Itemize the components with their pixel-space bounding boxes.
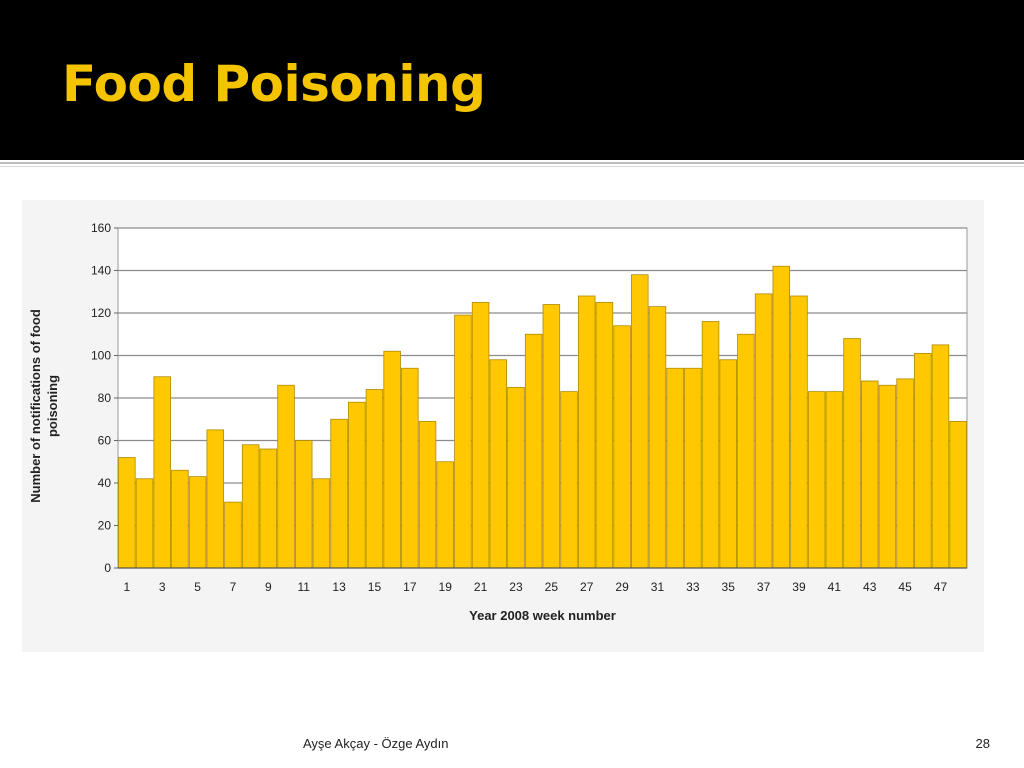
x-tick-label: 37 xyxy=(757,580,771,594)
x-tick-label: 9 xyxy=(265,580,272,594)
bar xyxy=(631,274,649,569)
y-tick-label: 120 xyxy=(91,306,111,320)
bar xyxy=(666,367,684,569)
bar xyxy=(949,420,967,569)
x-tick-label: 11 xyxy=(297,580,310,594)
y-tick-label: 40 xyxy=(98,476,112,490)
x-tick-label: 13 xyxy=(332,580,346,594)
bar xyxy=(153,376,171,569)
bar xyxy=(135,478,154,569)
bar xyxy=(330,418,348,569)
page-number: 28 xyxy=(975,736,990,751)
y-tick-label: 160 xyxy=(91,221,111,235)
bar xyxy=(436,461,454,569)
bar xyxy=(241,444,260,569)
slide-header: Food Poisoning xyxy=(0,0,1024,160)
bar xyxy=(684,367,702,569)
bar xyxy=(648,306,667,569)
header-divider xyxy=(0,162,1024,164)
bar xyxy=(754,293,773,569)
bar xyxy=(595,301,614,569)
x-axis-title: Year 2008 week number xyxy=(469,608,616,623)
bar xyxy=(224,501,242,569)
bar xyxy=(418,420,437,569)
bar xyxy=(790,295,808,569)
x-tick-label: 3 xyxy=(159,580,166,594)
bar xyxy=(383,350,401,569)
bar xyxy=(312,478,331,569)
bar xyxy=(931,344,950,569)
bar xyxy=(188,476,207,569)
bar xyxy=(843,338,861,569)
bar xyxy=(807,391,826,569)
header-divider-thin xyxy=(0,166,1024,167)
bar xyxy=(401,367,419,569)
x-tick-label: 29 xyxy=(615,580,629,594)
chart-panel: 0 20 40 60 80 100 120 140 160 1 3 5 7 9 11 13 15 17 19 21 23… xyxy=(22,200,984,652)
y-tick-label: 100 xyxy=(91,349,111,363)
bar xyxy=(507,386,525,569)
x-tick-label: 1 xyxy=(124,580,131,594)
bar xyxy=(737,333,755,569)
x-tick-label: 21 xyxy=(474,580,488,594)
slide-title: Food Poisoning xyxy=(62,55,486,113)
bar xyxy=(524,333,543,569)
bar xyxy=(206,429,225,569)
bar xyxy=(860,380,879,569)
bar xyxy=(294,440,313,569)
bar xyxy=(471,301,490,569)
bar xyxy=(701,321,720,569)
x-tick-label: 47 xyxy=(934,580,948,594)
x-tick-label: 17 xyxy=(403,580,417,594)
bar xyxy=(365,389,384,569)
y-tick-label: 60 xyxy=(98,434,112,448)
bar xyxy=(118,457,136,569)
x-tick-label: 7 xyxy=(230,580,237,594)
y-tick-label: 80 xyxy=(98,391,112,405)
x-tick-label: 25 xyxy=(545,580,559,594)
bar xyxy=(277,384,295,569)
y-axis-title: Number of notifications of food poisoning xyxy=(28,309,60,503)
x-tick-label: 35 xyxy=(722,580,736,594)
bar xyxy=(878,384,897,569)
x-tick-label: 31 xyxy=(651,580,665,594)
bar xyxy=(719,359,737,569)
bar xyxy=(772,265,791,569)
bar xyxy=(542,304,561,569)
x-tick-label: 39 xyxy=(792,580,806,594)
bar xyxy=(577,295,596,569)
x-tick-label: 19 xyxy=(439,580,453,594)
footer-author: Ayşe Akçay - Özge Aydın xyxy=(303,736,449,751)
bar xyxy=(613,325,631,569)
bar xyxy=(171,469,189,569)
bar xyxy=(896,378,914,569)
bar xyxy=(259,448,278,569)
x-tick-label: 33 xyxy=(686,580,700,594)
bar xyxy=(560,391,578,569)
bar xyxy=(454,314,472,569)
x-tick-label: 15 xyxy=(368,580,382,594)
x-tick-label: 45 xyxy=(898,580,912,594)
x-tick-label: 23 xyxy=(509,580,523,594)
x-tick-label: 27 xyxy=(580,580,594,594)
bar xyxy=(348,401,366,569)
y-tick-label: 140 xyxy=(91,264,111,278)
bar xyxy=(825,391,844,569)
y-tick-label: 0 xyxy=(104,561,111,575)
x-tick-label: 41 xyxy=(828,580,842,594)
x-tick-label: 43 xyxy=(863,580,877,594)
bar xyxy=(914,352,932,569)
x-tick-label: 5 xyxy=(194,580,201,594)
y-tick-label: 20 xyxy=(98,519,112,533)
bar xyxy=(489,359,508,569)
